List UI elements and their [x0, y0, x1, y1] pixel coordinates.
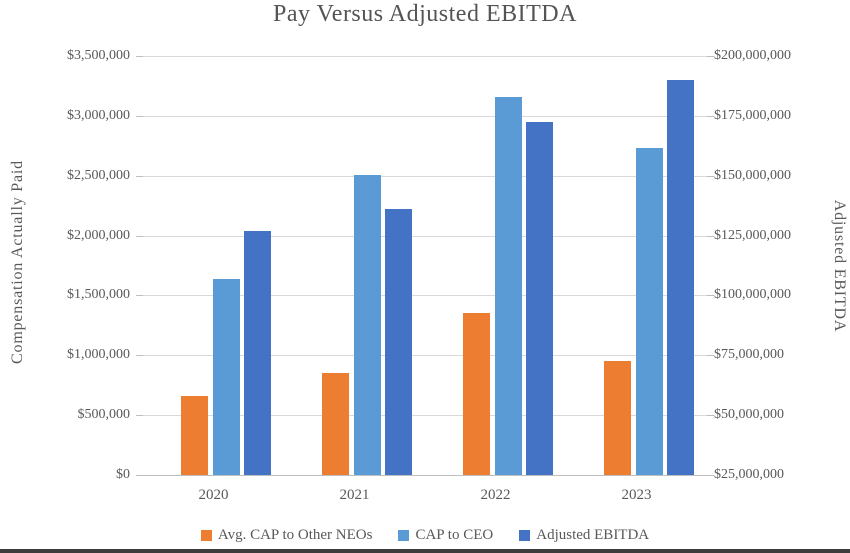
left-axis-tickmark	[136, 295, 143, 297]
x-axis-category-label: 2023	[621, 487, 652, 503]
right-axis-tick-label: $25,000,000	[714, 467, 784, 482]
left-axis-tick-label: $0	[116, 467, 130, 482]
bar-cap-to-ceo-2023	[635, 148, 663, 475]
gridline	[143, 295, 707, 297]
left-axis-tickmark	[136, 235, 143, 237]
bar-cap-to-ceo-2021	[353, 174, 381, 475]
left-axis-tick-label: $2,000,000	[67, 227, 130, 243]
gridline	[143, 56, 707, 57]
bar-adjusted-ebitda-2023	[667, 79, 695, 475]
legend-marker-avg-cap-to-other-neos	[200, 530, 212, 541]
legend: Avg. CAP to Other NEOs CAP to CEO Adjusted…	[143, 527, 707, 544]
left-axis-tick-label: $3,000,000	[67, 107, 130, 123]
right-axis-tickmark	[707, 295, 714, 297]
bar-adjusted-ebitda-2021	[385, 209, 413, 475]
left-axis-tickmark	[136, 175, 143, 177]
left-axis-tickmark	[136, 355, 143, 357]
chart-title: Pay Versus Adjusted EBITDA	[273, 1, 577, 27]
right-axis-tick-label: $100,000,000	[714, 287, 791, 303]
left-axis-tickmark	[136, 475, 143, 476]
bar-cap-to-ceo-2020	[212, 278, 240, 475]
bar-adjusted-ebitda-2022	[526, 121, 554, 475]
x-axis-category-label: 2021	[339, 487, 370, 503]
right-axis-tickmark	[707, 56, 714, 57]
gridline	[143, 175, 707, 177]
gridline	[143, 235, 707, 237]
bar-avg-cap-to-other-neos-2023	[604, 361, 631, 475]
right-axis-tick-label: $125,000,000	[714, 227, 791, 243]
right-axis-tickmark	[707, 235, 714, 237]
left-axis-tick-label: $2,500,000	[67, 167, 130, 183]
right-axis-title: Adjusted EBITDA	[831, 199, 848, 333]
gridline	[143, 115, 707, 117]
legend-label: Avg. CAP to Other NEOs	[217, 527, 373, 543]
right-axis-tick-label: $75,000,000	[714, 347, 784, 363]
right-axis-tickmark	[707, 475, 714, 476]
gridline	[143, 415, 707, 417]
x-axis-line	[143, 475, 707, 476]
x-axis-category-label: 2020	[198, 487, 229, 503]
right-axis-tick-label: $50,000,000	[714, 407, 784, 423]
legend-item-adjusted-ebitda: Adjusted EBITDA	[519, 527, 649, 544]
right-axis-tickmark	[707, 115, 714, 117]
legend-label: CAP to CEO	[415, 527, 494, 543]
right-axis-tick-label: $150,000,000	[714, 167, 791, 183]
bar-cap-to-ceo-2022	[494, 96, 522, 475]
gridline	[143, 355, 707, 357]
right-axis-tickmark	[707, 175, 714, 177]
left-axis-tickmark	[136, 115, 143, 117]
left-axis-tickmark	[136, 415, 143, 417]
right-axis-tick-label: $200,000,000	[714, 48, 791, 63]
right-axis-tickmark	[707, 415, 714, 417]
bar-adjusted-ebitda-2020	[244, 230, 272, 475]
plot-area	[143, 56, 707, 476]
bar-avg-cap-to-other-neos-2021	[322, 373, 349, 475]
legend-item-cap-to-ceo: CAP to CEO	[398, 527, 493, 544]
x-axis-category-label: 2022	[480, 487, 511, 503]
left-axis-tick-label: $3,500,000	[67, 48, 130, 63]
legend-item-avg-cap-to-other-neos: Avg. CAP to Other NEOs	[200, 527, 373, 544]
left-axis-tickmark	[136, 56, 143, 57]
right-axis-tick-label: $175,000,000	[714, 107, 791, 123]
bar-avg-cap-to-other-neos-2022	[463, 313, 490, 475]
right-axis-tickmark	[707, 355, 714, 357]
legend-label: Adjusted EBITDA	[536, 527, 650, 543]
bar-avg-cap-to-other-neos-2020	[181, 396, 208, 475]
left-axis-tick-label: $1,500,000	[67, 287, 130, 303]
legend-marker-cap-to-ceo	[398, 530, 410, 541]
legend-marker-adjusted-ebitda	[519, 530, 531, 541]
left-axis-tick-label: $1,000,000	[67, 347, 130, 363]
left-axis-tick-label: $500,000	[77, 407, 131, 423]
bottom-border-strip	[0, 549, 850, 553]
